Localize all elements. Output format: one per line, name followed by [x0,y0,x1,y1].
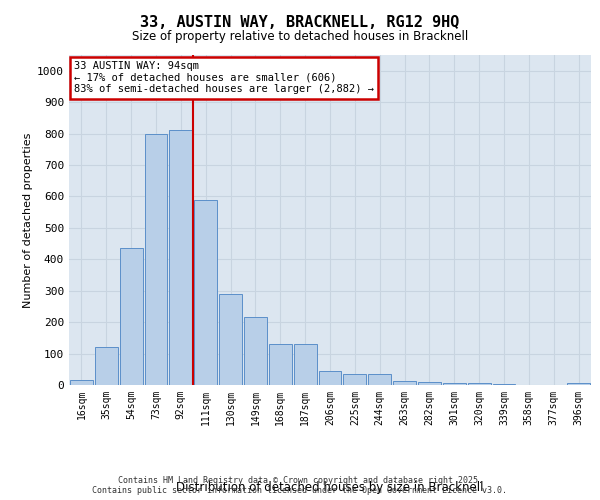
Text: 33, AUSTIN WAY, BRACKNELL, RG12 9HQ: 33, AUSTIN WAY, BRACKNELL, RG12 9HQ [140,15,460,30]
Bar [393,381,416,385]
Bar [269,344,292,385]
Bar [169,130,192,385]
Bar [219,294,242,385]
X-axis label: Distribution of detached houses by size in Bracknell: Distribution of detached houses by size … [176,480,484,494]
Bar [493,384,515,385]
Bar [294,344,317,385]
Y-axis label: Number of detached properties: Number of detached properties [23,132,33,308]
Bar [70,380,93,385]
Bar [368,374,391,385]
Bar [244,318,267,385]
Bar [567,384,590,385]
Bar [343,374,366,385]
Bar [194,200,217,385]
Bar [145,134,167,385]
Bar [418,382,441,385]
Text: Size of property relative to detached houses in Bracknell: Size of property relative to detached ho… [132,30,468,43]
Bar [319,371,341,385]
Bar [120,248,143,385]
Bar [468,384,491,385]
Bar [95,348,118,385]
Text: Contains HM Land Registry data © Crown copyright and database right 2025.
Contai: Contains HM Land Registry data © Crown c… [92,476,508,495]
Text: 33 AUSTIN WAY: 94sqm
← 17% of detached houses are smaller (606)
83% of semi-deta: 33 AUSTIN WAY: 94sqm ← 17% of detached h… [74,62,374,94]
Bar [443,384,466,385]
